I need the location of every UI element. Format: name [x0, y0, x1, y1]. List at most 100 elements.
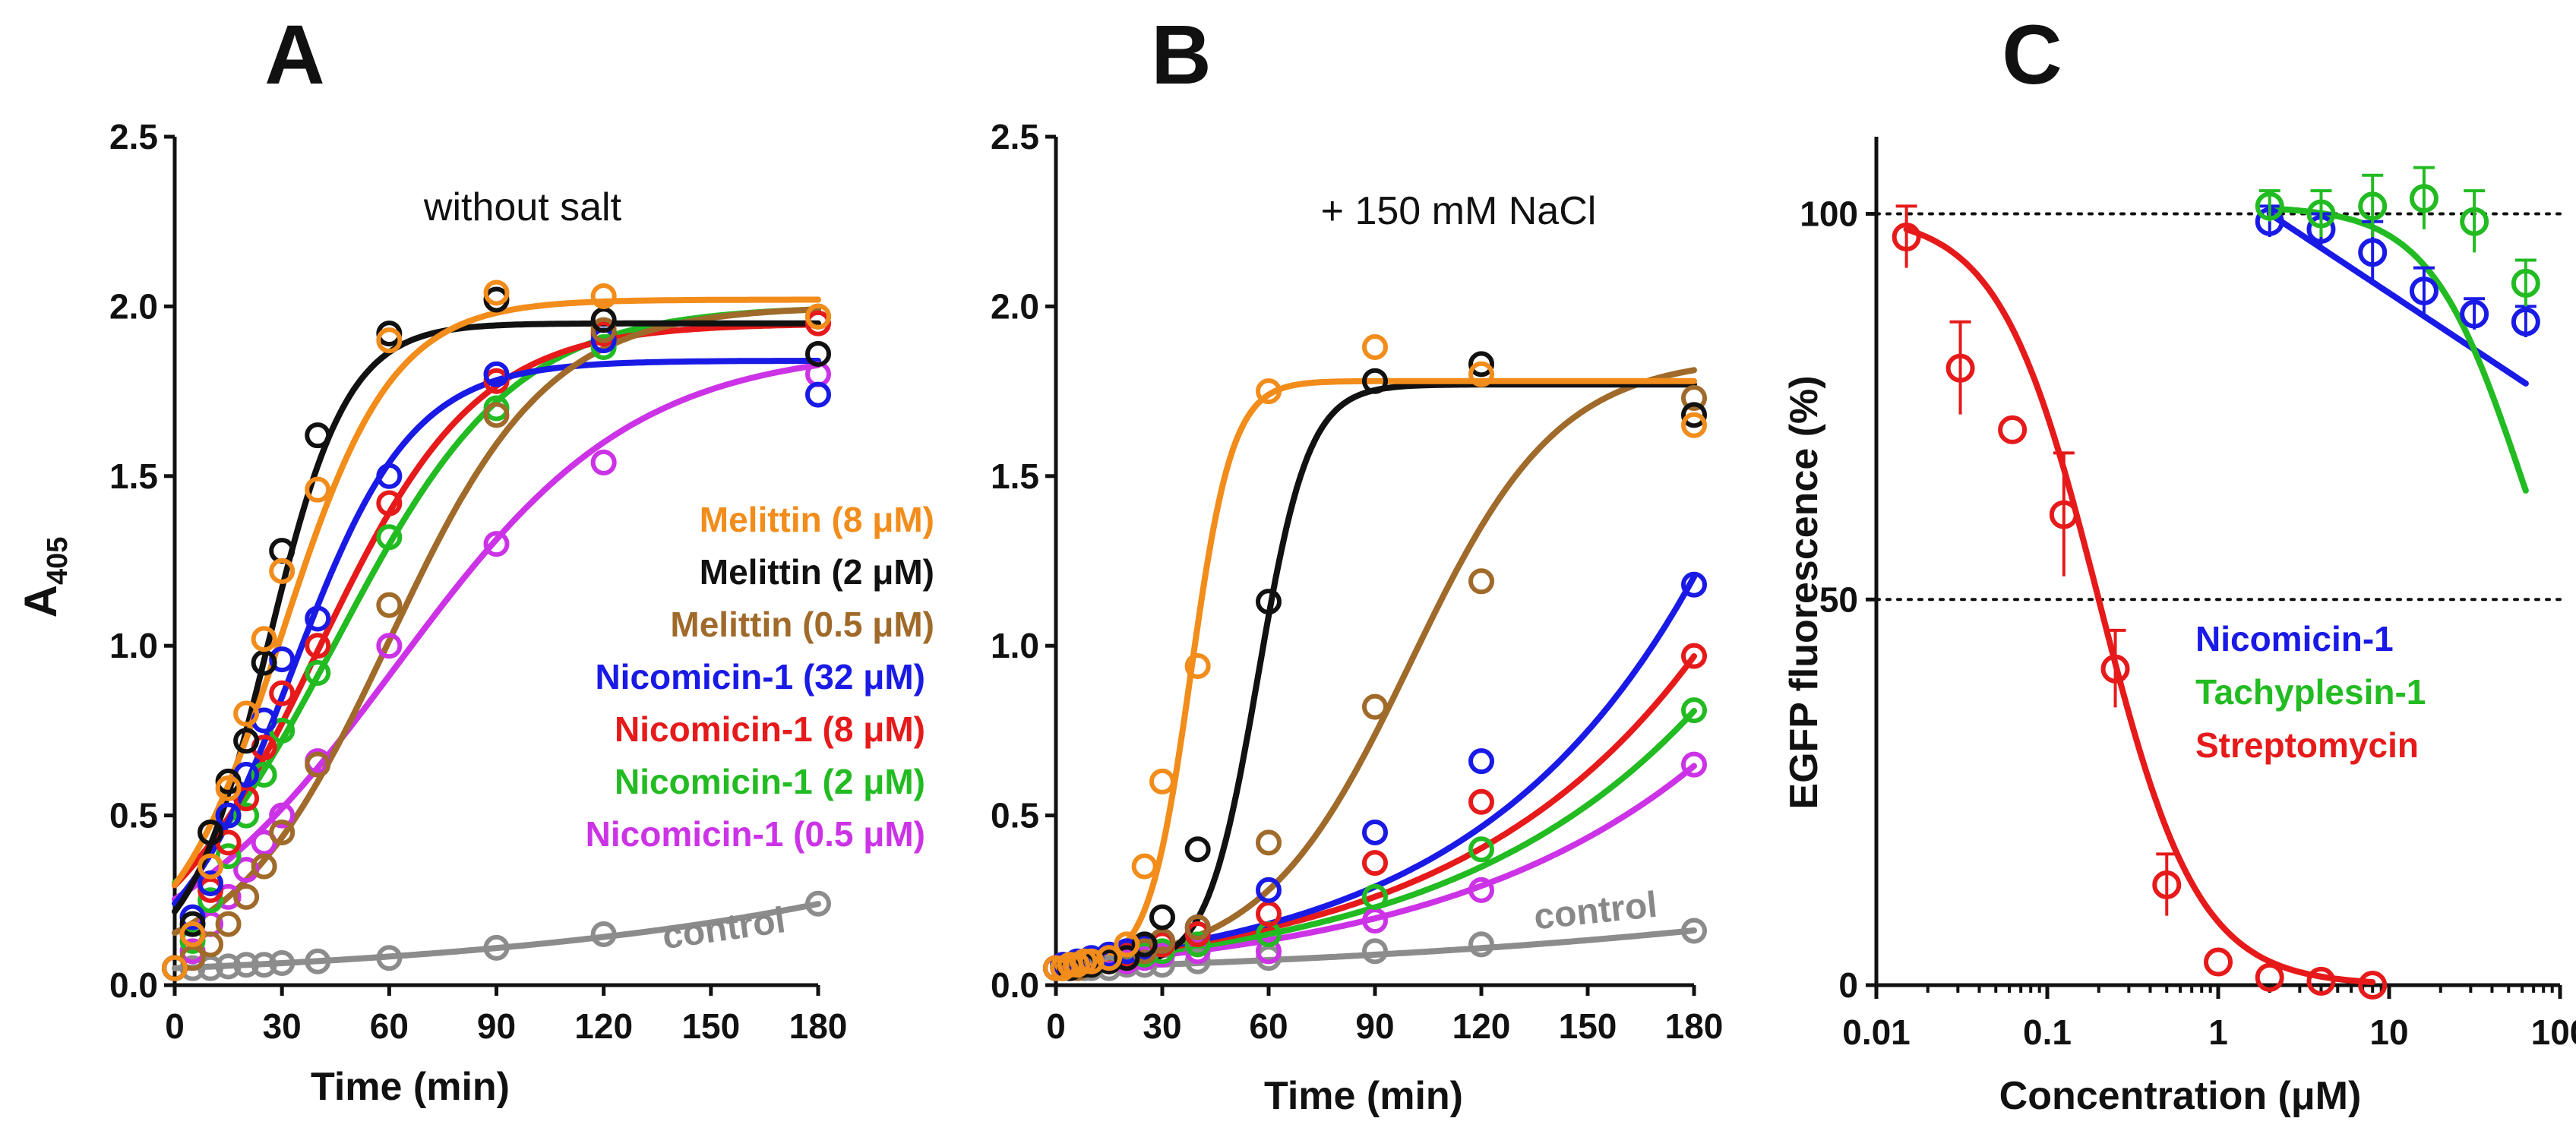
point-nicomicin-1-2-m — [198, 887, 224, 914]
point-nicomicin-1-8-m — [305, 633, 331, 659]
x-tick-label: 0.1 — [2023, 1012, 2072, 1052]
point-melittin-8-m — [251, 626, 277, 652]
point-melittin-2-m — [1149, 904, 1175, 930]
x-tick-label: 0 — [165, 1006, 185, 1046]
panel-c-curves — [1903, 205, 2529, 985]
point-control — [805, 890, 831, 917]
point-control — [483, 934, 510, 961]
point-streptomycin — [1998, 415, 2028, 444]
point-melittin-2-m — [305, 422, 331, 449]
curve-control — [172, 901, 821, 971]
point-nicomicin-1-8-m — [1256, 901, 1282, 927]
y-tick-label: 0 — [1838, 965, 1858, 1005]
point-nicomicin-1-32-m — [483, 361, 510, 387]
point-melittin-8-m — [805, 303, 831, 330]
panel-a: A without salt Time (min) A405 0.00.51.0… — [15, 8, 934, 1109]
point-control — [251, 952, 277, 978]
point-nicomicin-1 — [2358, 238, 2388, 267]
point-melittin-8-m — [590, 283, 617, 309]
point-melittin-8-m — [269, 558, 296, 584]
point-nicomicin-1-8-m — [1468, 788, 1494, 815]
point-melittin-2-m — [590, 307, 617, 333]
legend-nicomicin-1-8-m: Nicomicin-1 (8 μM) — [615, 709, 925, 749]
point-melittin-0-5-m — [1256, 829, 1282, 856]
point-nicomicin-1-32-m — [1256, 877, 1282, 903]
point-melittin-0-5-m — [1468, 568, 1494, 595]
x-tick-label: 10 — [2369, 1012, 2408, 1052]
point-control — [1362, 938, 1388, 965]
point-melittin-2-m — [251, 649, 277, 676]
panel-label-a: A — [264, 8, 324, 102]
panel-b-x-axis-title: Time (min) — [1264, 1074, 1463, 1118]
point-streptomycin — [1945, 353, 1975, 383]
panel-b: B + 150 mM NaCl Time (min) 0.0 0.5 1.0 1.5 2… — [991, 8, 1723, 1118]
y-tick-label: 2.0 — [991, 286, 1039, 326]
point-nicomicin-1-0-5-m — [1681, 751, 1707, 778]
point-melittin-0-5-m — [251, 853, 277, 880]
point-nicomicin-1-0-5-m — [269, 802, 296, 829]
point-streptomycin — [2100, 654, 2130, 684]
x-tick-label: 0.01 — [1842, 1012, 1911, 1052]
point-melittin-2-m — [198, 819, 224, 845]
legend-streptomycin: Streptomycin — [2195, 725, 2419, 765]
panel-c-axes: 0 50 100 0.01 0.1 1 10 100 — [1800, 137, 2576, 1052]
point-melittin-8-m — [1078, 948, 1105, 974]
point-melittin-8-m — [1184, 653, 1211, 680]
point-control — [1184, 948, 1211, 974]
point-nicomicin-1-0-5-m — [233, 857, 260, 883]
point-melittin-0-5-m — [376, 592, 403, 618]
curve-melittin-8-m — [1053, 377, 1697, 971]
point-melittin-8-m — [1131, 853, 1158, 880]
point-melittin-8-m — [1096, 945, 1122, 971]
point-streptomycin — [2152, 870, 2182, 899]
point-nicomicin-1-32-m — [1681, 571, 1707, 598]
x-tick-label: 30 — [263, 1006, 302, 1046]
point-streptomycin — [2306, 966, 2336, 996]
point-melittin-8-m — [483, 280, 510, 306]
x-tick-label: 120 — [1452, 1006, 1511, 1046]
panel-b-curves — [1053, 367, 1697, 971]
y-axis-title-subscript: 405 — [42, 537, 74, 585]
point-tachyplesin-1 — [2358, 191, 2388, 221]
x-tick-label: 120 — [574, 1006, 633, 1046]
y-tick-label: 0.5 — [991, 796, 1039, 835]
point-melittin-8-m — [162, 955, 188, 981]
point-melittin-8-m — [233, 700, 260, 727]
point-control — [233, 952, 260, 978]
x-tick-label: 150 — [1559, 1006, 1617, 1046]
point-melittin-2-m — [1468, 351, 1494, 377]
y-tick-label: 1.0 — [109, 626, 158, 665]
point-melittin-8-m — [1362, 334, 1388, 361]
point-melittin-0-5-m — [269, 819, 296, 845]
panel-a-condition: without salt — [423, 185, 622, 229]
point-nicomicin-1-32-m — [805, 381, 831, 408]
point-tachyplesin-1 — [2511, 268, 2540, 298]
point-nicomicin-1-2-m — [233, 802, 260, 829]
panel-a-points — [162, 280, 831, 981]
point-melittin-2-m — [1131, 931, 1158, 958]
point-control — [179, 955, 206, 981]
point-nicomicin-1 — [2409, 276, 2439, 306]
point-melittin-2-m — [233, 728, 260, 754]
curve-nicomicin-1 — [2266, 210, 2529, 387]
point-melittin-0-5-m — [305, 751, 331, 778]
point-melittin-0-5-m — [1681, 385, 1707, 412]
legend-nicomicin-1-32-m: Nicomicin-1 (32 μM) — [595, 657, 925, 697]
point-nicomicin-1-8-m — [1362, 850, 1388, 877]
point-nicomicin-1-8-m — [269, 680, 296, 706]
x-tick-label: 100 — [2531, 1012, 2576, 1052]
point-nicomicin-1-8-m — [1681, 643, 1707, 669]
point-melittin-0-5-m — [1149, 927, 1175, 954]
y-tick-label: 2.5 — [991, 117, 1039, 156]
svg-text:A405: A405 — [15, 537, 74, 618]
point-streptomycin — [2358, 971, 2388, 1000]
point-melittin-2-m — [1681, 402, 1707, 428]
legend-nicomicin-1-2-m: Nicomicin-1 (2 μM) — [615, 762, 925, 801]
point-nicomicin-1-32-m — [1362, 819, 1388, 845]
y-tick-label: 1.0 — [991, 626, 1039, 665]
point-nicomicin-1-0-5-m — [483, 531, 510, 558]
point-melittin-0-5-m — [215, 911, 242, 937]
curve-melittin-8-m — [172, 296, 821, 888]
y-tick-label: 1.5 — [991, 456, 1039, 496]
